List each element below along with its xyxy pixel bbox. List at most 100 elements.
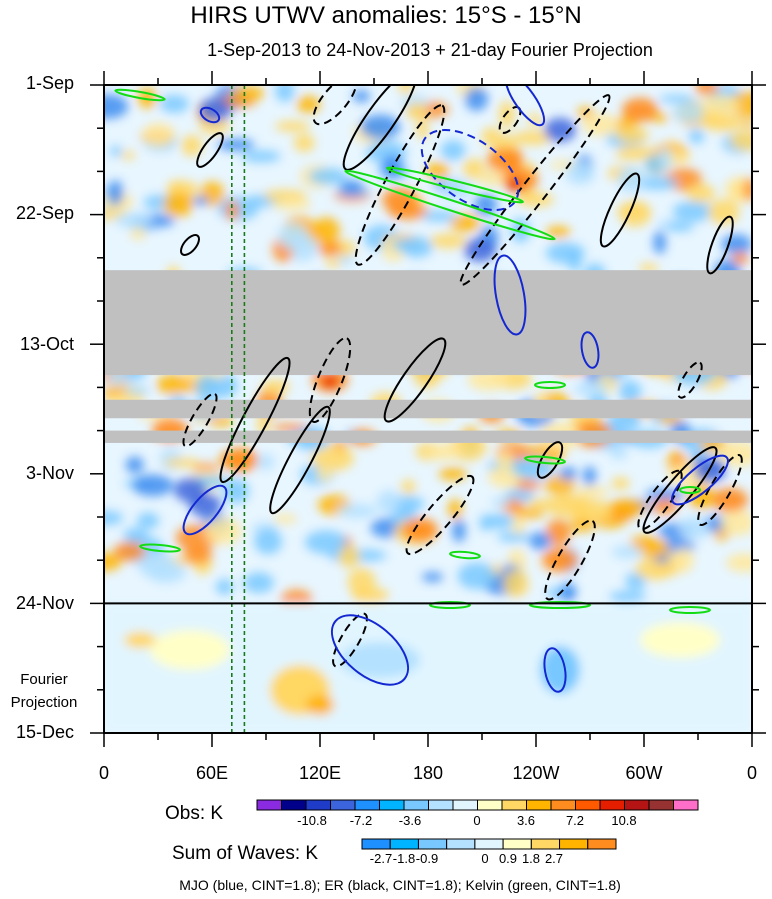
anomaly-patch xyxy=(338,546,360,568)
waves-colorbar-tick: -1.8 xyxy=(392,851,416,866)
anomaly-patch xyxy=(241,150,281,163)
chart-title: HIRS UTWV anomalies: 15°S - 15°N xyxy=(190,2,582,29)
anomaly-patch xyxy=(142,122,176,148)
anomaly-patch xyxy=(507,179,523,191)
anomaly-patch xyxy=(113,541,146,562)
anomaly-patch xyxy=(658,147,673,171)
anomaly-patch xyxy=(729,130,752,151)
anomaly-patch xyxy=(516,189,539,200)
missing-data-bands xyxy=(104,270,752,443)
anomaly-patch xyxy=(104,94,129,119)
projection-patch xyxy=(124,632,156,648)
anomaly-patch xyxy=(653,230,667,255)
anomaly-patch xyxy=(701,94,741,116)
anomaly-patch xyxy=(565,161,595,185)
anomaly-patch xyxy=(609,444,628,460)
anomaly-patch xyxy=(491,497,511,507)
y-tick-label: 3-Nov xyxy=(25,463,74,483)
anomaly-patch xyxy=(695,85,719,96)
anomaly-patch xyxy=(308,168,348,185)
anomaly-patch xyxy=(123,527,148,543)
anomaly-patch xyxy=(560,582,577,604)
anomaly-patch xyxy=(544,118,576,142)
anomaly-patch xyxy=(318,240,342,257)
anomaly-patch xyxy=(672,101,710,123)
y-tick-label: 1-Sep xyxy=(25,73,74,93)
anomaly-patch xyxy=(402,518,438,542)
anomaly-patch xyxy=(278,222,309,251)
anomaly-patch xyxy=(426,443,461,461)
obs-colorbar-tick: -7.2 xyxy=(349,813,373,828)
anomaly-patch xyxy=(225,200,240,221)
waves-colorbar-tick: 0 xyxy=(481,851,489,866)
anomaly-patch xyxy=(545,225,571,238)
anomaly-patch xyxy=(130,227,146,240)
obs-colorbar-swatch xyxy=(281,799,307,811)
anomaly-patch xyxy=(322,376,338,388)
obs-colorbar-swatch xyxy=(599,799,625,811)
anomaly-patch xyxy=(109,145,123,157)
kelvin-contour xyxy=(386,166,524,204)
obs-colorbar-swatch xyxy=(575,799,601,811)
er-contour xyxy=(269,405,331,515)
kelvin-contour xyxy=(344,169,556,241)
kelvin-contour xyxy=(449,550,481,560)
anomaly-patch xyxy=(339,180,364,196)
waves-colorbar-tick: -0.9 xyxy=(415,851,439,866)
x-tick-label: 60W xyxy=(625,763,663,783)
obs-colorbar-swatch xyxy=(673,799,699,811)
anomaly-patch xyxy=(132,474,174,497)
y-tick-label: 22-Sep xyxy=(15,203,74,223)
mjo-contour xyxy=(580,331,600,369)
projection-patch xyxy=(340,642,420,678)
anomaly-patch xyxy=(195,374,220,400)
x-tick-label: 0 xyxy=(98,763,109,783)
anomaly-patch xyxy=(163,191,194,218)
anomaly-patch xyxy=(263,189,307,202)
anomaly-patch xyxy=(498,100,515,129)
anomaly-patch xyxy=(568,250,582,272)
projection-patch xyxy=(150,630,230,670)
waves-colorbar-swatch xyxy=(587,838,617,850)
anomaly-patch xyxy=(438,467,467,481)
fourier-label: Fourier xyxy=(20,671,68,688)
contour-legend: MJO (blue, CINT=1.8); ER (black, CINT=1.… xyxy=(179,877,621,893)
anomaly-patch xyxy=(114,212,154,228)
anomaly-patch xyxy=(337,503,377,519)
anomaly-patch xyxy=(352,90,371,103)
projection-patch xyxy=(306,695,334,715)
anomaly-patch xyxy=(215,578,234,596)
waves-colorbar xyxy=(361,838,617,850)
x-tick-label: 180 xyxy=(412,763,444,783)
anomaly-patch xyxy=(615,145,656,161)
anomaly-patch xyxy=(405,102,428,120)
anomaly-patch xyxy=(658,94,695,103)
anomaly-patch xyxy=(741,119,752,129)
anomaly-patch xyxy=(382,188,418,212)
anomaly-patch xyxy=(542,548,578,572)
x-tick-label: 60E xyxy=(195,763,229,783)
anomaly-patch xyxy=(391,239,418,252)
waves-colorbar-title: Sum of Waves: K xyxy=(172,843,319,864)
obs-colorbar-tick: 3.6 xyxy=(516,813,536,828)
anomaly-patch xyxy=(192,463,220,473)
anomaly-patch xyxy=(311,445,354,472)
anomaly-patch xyxy=(316,466,333,482)
anomaly-patch xyxy=(526,498,552,511)
kelvin-contour xyxy=(529,601,591,609)
obs-colorbar-swatch xyxy=(501,799,527,811)
reference-lines xyxy=(231,85,246,733)
anomaly-patch xyxy=(104,510,124,526)
anomaly-patch xyxy=(545,519,571,547)
kelvin-contour xyxy=(524,455,566,465)
anomaly-patch xyxy=(254,528,283,555)
y-tick-label: 15-Dec xyxy=(15,722,74,742)
anomaly-patch xyxy=(615,126,649,144)
anomaly-patch xyxy=(608,499,648,515)
er-contour xyxy=(677,361,703,399)
anomaly-patch xyxy=(204,517,242,545)
anomaly-patch xyxy=(304,530,348,555)
anomaly-patch xyxy=(421,210,458,222)
anomaly-patch xyxy=(667,222,694,232)
